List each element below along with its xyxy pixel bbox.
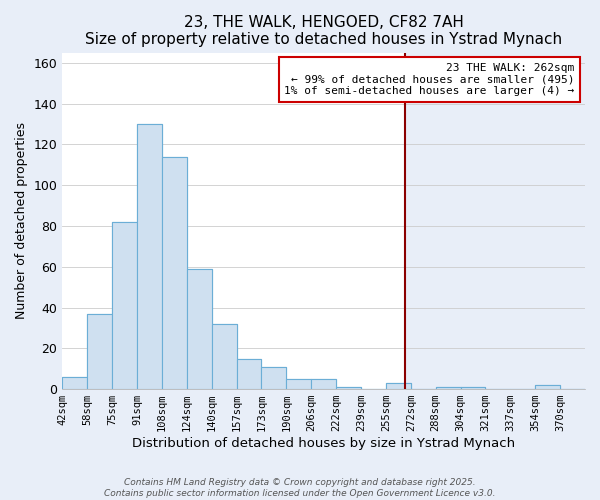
Bar [137, 124, 162, 389]
Bar [187, 269, 212, 389]
Bar [286, 379, 311, 389]
Bar [212, 324, 236, 389]
Bar [62, 377, 87, 389]
Bar [87, 314, 112, 389]
Bar [286, 379, 311, 389]
Bar [535, 385, 560, 389]
Bar [137, 124, 162, 389]
Bar [236, 358, 262, 389]
Text: 23 THE WALK: 262sqm
← 99% of detached houses are smaller (495)
1% of semi-detach: 23 THE WALK: 262sqm ← 99% of detached ho… [284, 63, 575, 96]
Bar [262, 366, 286, 389]
Bar [336, 387, 361, 389]
Bar [311, 379, 336, 389]
Bar [386, 383, 411, 389]
Bar [262, 366, 286, 389]
Bar [87, 314, 112, 389]
Bar [236, 358, 262, 389]
Bar [112, 222, 137, 389]
Bar [62, 377, 87, 389]
Bar [336, 387, 361, 389]
Bar [112, 222, 137, 389]
Bar [311, 379, 336, 389]
Bar [162, 156, 187, 389]
Bar [386, 383, 411, 389]
Y-axis label: Number of detached properties: Number of detached properties [15, 122, 28, 320]
Bar [162, 156, 187, 389]
Title: 23, THE WALK, HENGOED, CF82 7AH
Size of property relative to detached houses in : 23, THE WALK, HENGOED, CF82 7AH Size of … [85, 15, 562, 48]
X-axis label: Distribution of detached houses by size in Ystrad Mynach: Distribution of detached houses by size … [132, 437, 515, 450]
Bar [436, 387, 461, 389]
Bar [461, 387, 485, 389]
Bar [535, 385, 560, 389]
Text: Contains HM Land Registry data © Crown copyright and database right 2025.
Contai: Contains HM Land Registry data © Crown c… [104, 478, 496, 498]
Bar [461, 387, 485, 389]
Bar [436, 387, 461, 389]
Bar [404, 52, 585, 389]
Bar [187, 269, 212, 389]
Bar [212, 324, 236, 389]
